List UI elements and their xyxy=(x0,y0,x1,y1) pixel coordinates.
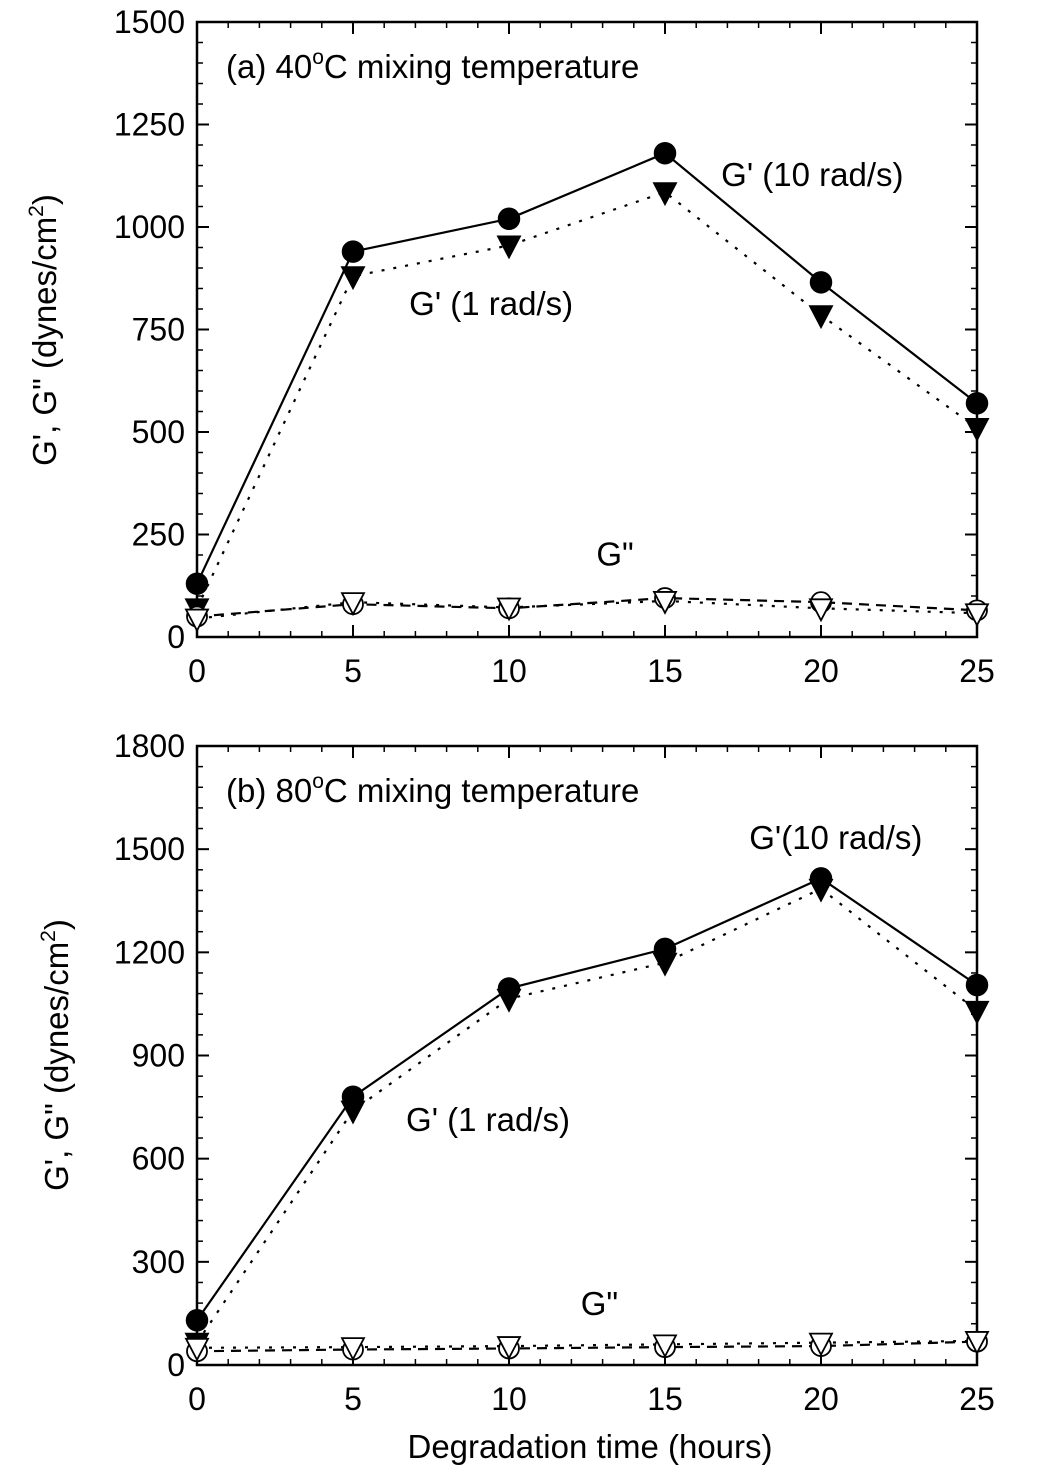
panel-b-series-1-point xyxy=(340,1100,366,1125)
panel-a-series-3-point xyxy=(496,597,522,622)
panel-b-x-tick-label: 20 xyxy=(803,1381,839,1417)
chart-panel-a: (a) 40oC mixing temperature G', G" (dyne… xyxy=(25,4,995,689)
x-axis-title: Degradation time (hours) xyxy=(408,1428,773,1465)
panel-a-series-1-point xyxy=(652,182,678,207)
panel-b-y-tick-label: 1500 xyxy=(114,831,185,867)
panel-b-y-axis-title: G', G" (dynes/cm2) xyxy=(37,919,75,1191)
panel-a-annotation-g-prime-10: G' (10 rad/s) xyxy=(721,156,903,193)
panel-a-series-3-point xyxy=(340,592,366,617)
panel-b-series-2-line xyxy=(196,1340,978,1353)
panel-b-y-tick-label: 900 xyxy=(132,1038,185,1074)
panel-a-series-3-point xyxy=(652,591,678,615)
panel-a-plot-frame xyxy=(195,20,979,639)
panel-b-series-1-point xyxy=(652,952,678,977)
panel-a-x-tick-label: 25 xyxy=(959,653,995,689)
panel-b-series-1-line xyxy=(196,887,978,1344)
panel-a-series-1-point xyxy=(496,235,522,260)
panel-b-y-tick-label: 1200 xyxy=(114,934,185,970)
panel-a-series-1-point xyxy=(340,266,366,291)
panel-a-y-axis-title: G', G" (dynes/cm2) xyxy=(25,194,63,466)
panel-a-series-0-point xyxy=(185,572,209,595)
panel-b-series-1-point xyxy=(496,988,522,1013)
panel-b-series-3-point xyxy=(496,1336,522,1361)
panel-b-series-0-point xyxy=(185,1309,209,1332)
panel-b-series-1-point xyxy=(808,878,834,903)
panel-b-title: (b) 80oC mixing temperature xyxy=(226,770,639,809)
panel-b-x-tick-label: 0 xyxy=(188,1381,206,1417)
panel-b-y-tick-label: 300 xyxy=(132,1244,185,1280)
panel-a-series-3-point xyxy=(184,608,210,633)
panel-b-series-3-point xyxy=(184,1337,210,1362)
panel-b-annotation-g-prime-10: G'(10 rad/s) xyxy=(749,819,922,856)
panel-b-series-0-point xyxy=(965,973,989,997)
panel-b-series-3-line xyxy=(196,1339,978,1349)
panel-b-y-tick-label: 0 xyxy=(167,1347,185,1383)
panel-a-y-tick-label: 750 xyxy=(132,312,185,348)
panel-a-y-tick-label: 250 xyxy=(132,517,185,553)
panel-a-series-3-point xyxy=(964,603,990,628)
panel-a-y-tick-label: 0 xyxy=(167,619,185,655)
panel-b-series-0-line xyxy=(196,877,978,1321)
panel-a-annotation-g-double-prime: G" xyxy=(596,535,633,572)
panel-b-annotation-g-double-prime: G" xyxy=(581,1285,618,1322)
panel-b-x-tick-label: 25 xyxy=(959,1381,995,1417)
panel-a-annotation-g-prime-1: G' (1 rad/s) xyxy=(409,285,573,322)
panel-b-annotation-g-prime-1: G' (1 rad/s) xyxy=(406,1101,570,1138)
panel-a-series-2-line xyxy=(196,596,978,618)
panel-a-x-tick-label: 15 xyxy=(647,653,683,689)
panel-a-series-0-point xyxy=(497,207,521,231)
panel-a-series-1-point xyxy=(964,417,990,442)
panel-b-x-tick-label: 10 xyxy=(491,1381,527,1417)
panel-a-x-tick-label: 5 xyxy=(344,653,362,689)
panel-a-x-tick-label: 0 xyxy=(188,653,206,689)
chart-panel-b: (b) 80oC mixing temperature G', G" (dyne… xyxy=(37,728,995,1465)
panel-b-y-tick-label: 600 xyxy=(132,1141,185,1177)
panel-a-x-tick-label: 10 xyxy=(491,653,527,689)
panel-a-series-0-point xyxy=(341,240,365,263)
panel-b-series-1-point xyxy=(964,1000,990,1025)
panel-a-y-tick-label: 500 xyxy=(132,414,185,450)
panel-b-series-3-point xyxy=(964,1331,990,1355)
panel-a-series-0-point xyxy=(653,141,677,165)
panel-b-series-3-point xyxy=(808,1332,834,1357)
panel-a-series-1-line xyxy=(196,190,978,609)
panel-a-y-tick-label: 1000 xyxy=(114,209,185,245)
panel-a-title: (a) 40oC mixing temperature xyxy=(226,46,639,85)
panel-a-series-1-point xyxy=(808,305,834,330)
panel-a-series-0-point xyxy=(965,392,989,415)
panel-b-series-3-point xyxy=(652,1334,678,1359)
panel-a-y-tick-label: 1250 xyxy=(114,107,185,143)
panel-b-x-tick-label: 15 xyxy=(647,1381,683,1417)
panel-a-y-tick-label: 1500 xyxy=(114,4,185,40)
panel-a-series-3-point xyxy=(808,598,834,623)
panel-b-y-tick-label: 1800 xyxy=(114,728,185,764)
panel-b-series-3-point xyxy=(340,1337,366,1362)
panel-a-series-0-line xyxy=(196,151,978,585)
panel-b-x-tick-label: 5 xyxy=(344,1381,362,1417)
panel-a-x-tick-label: 20 xyxy=(803,653,839,689)
panel-a-series-0-point xyxy=(809,271,833,294)
